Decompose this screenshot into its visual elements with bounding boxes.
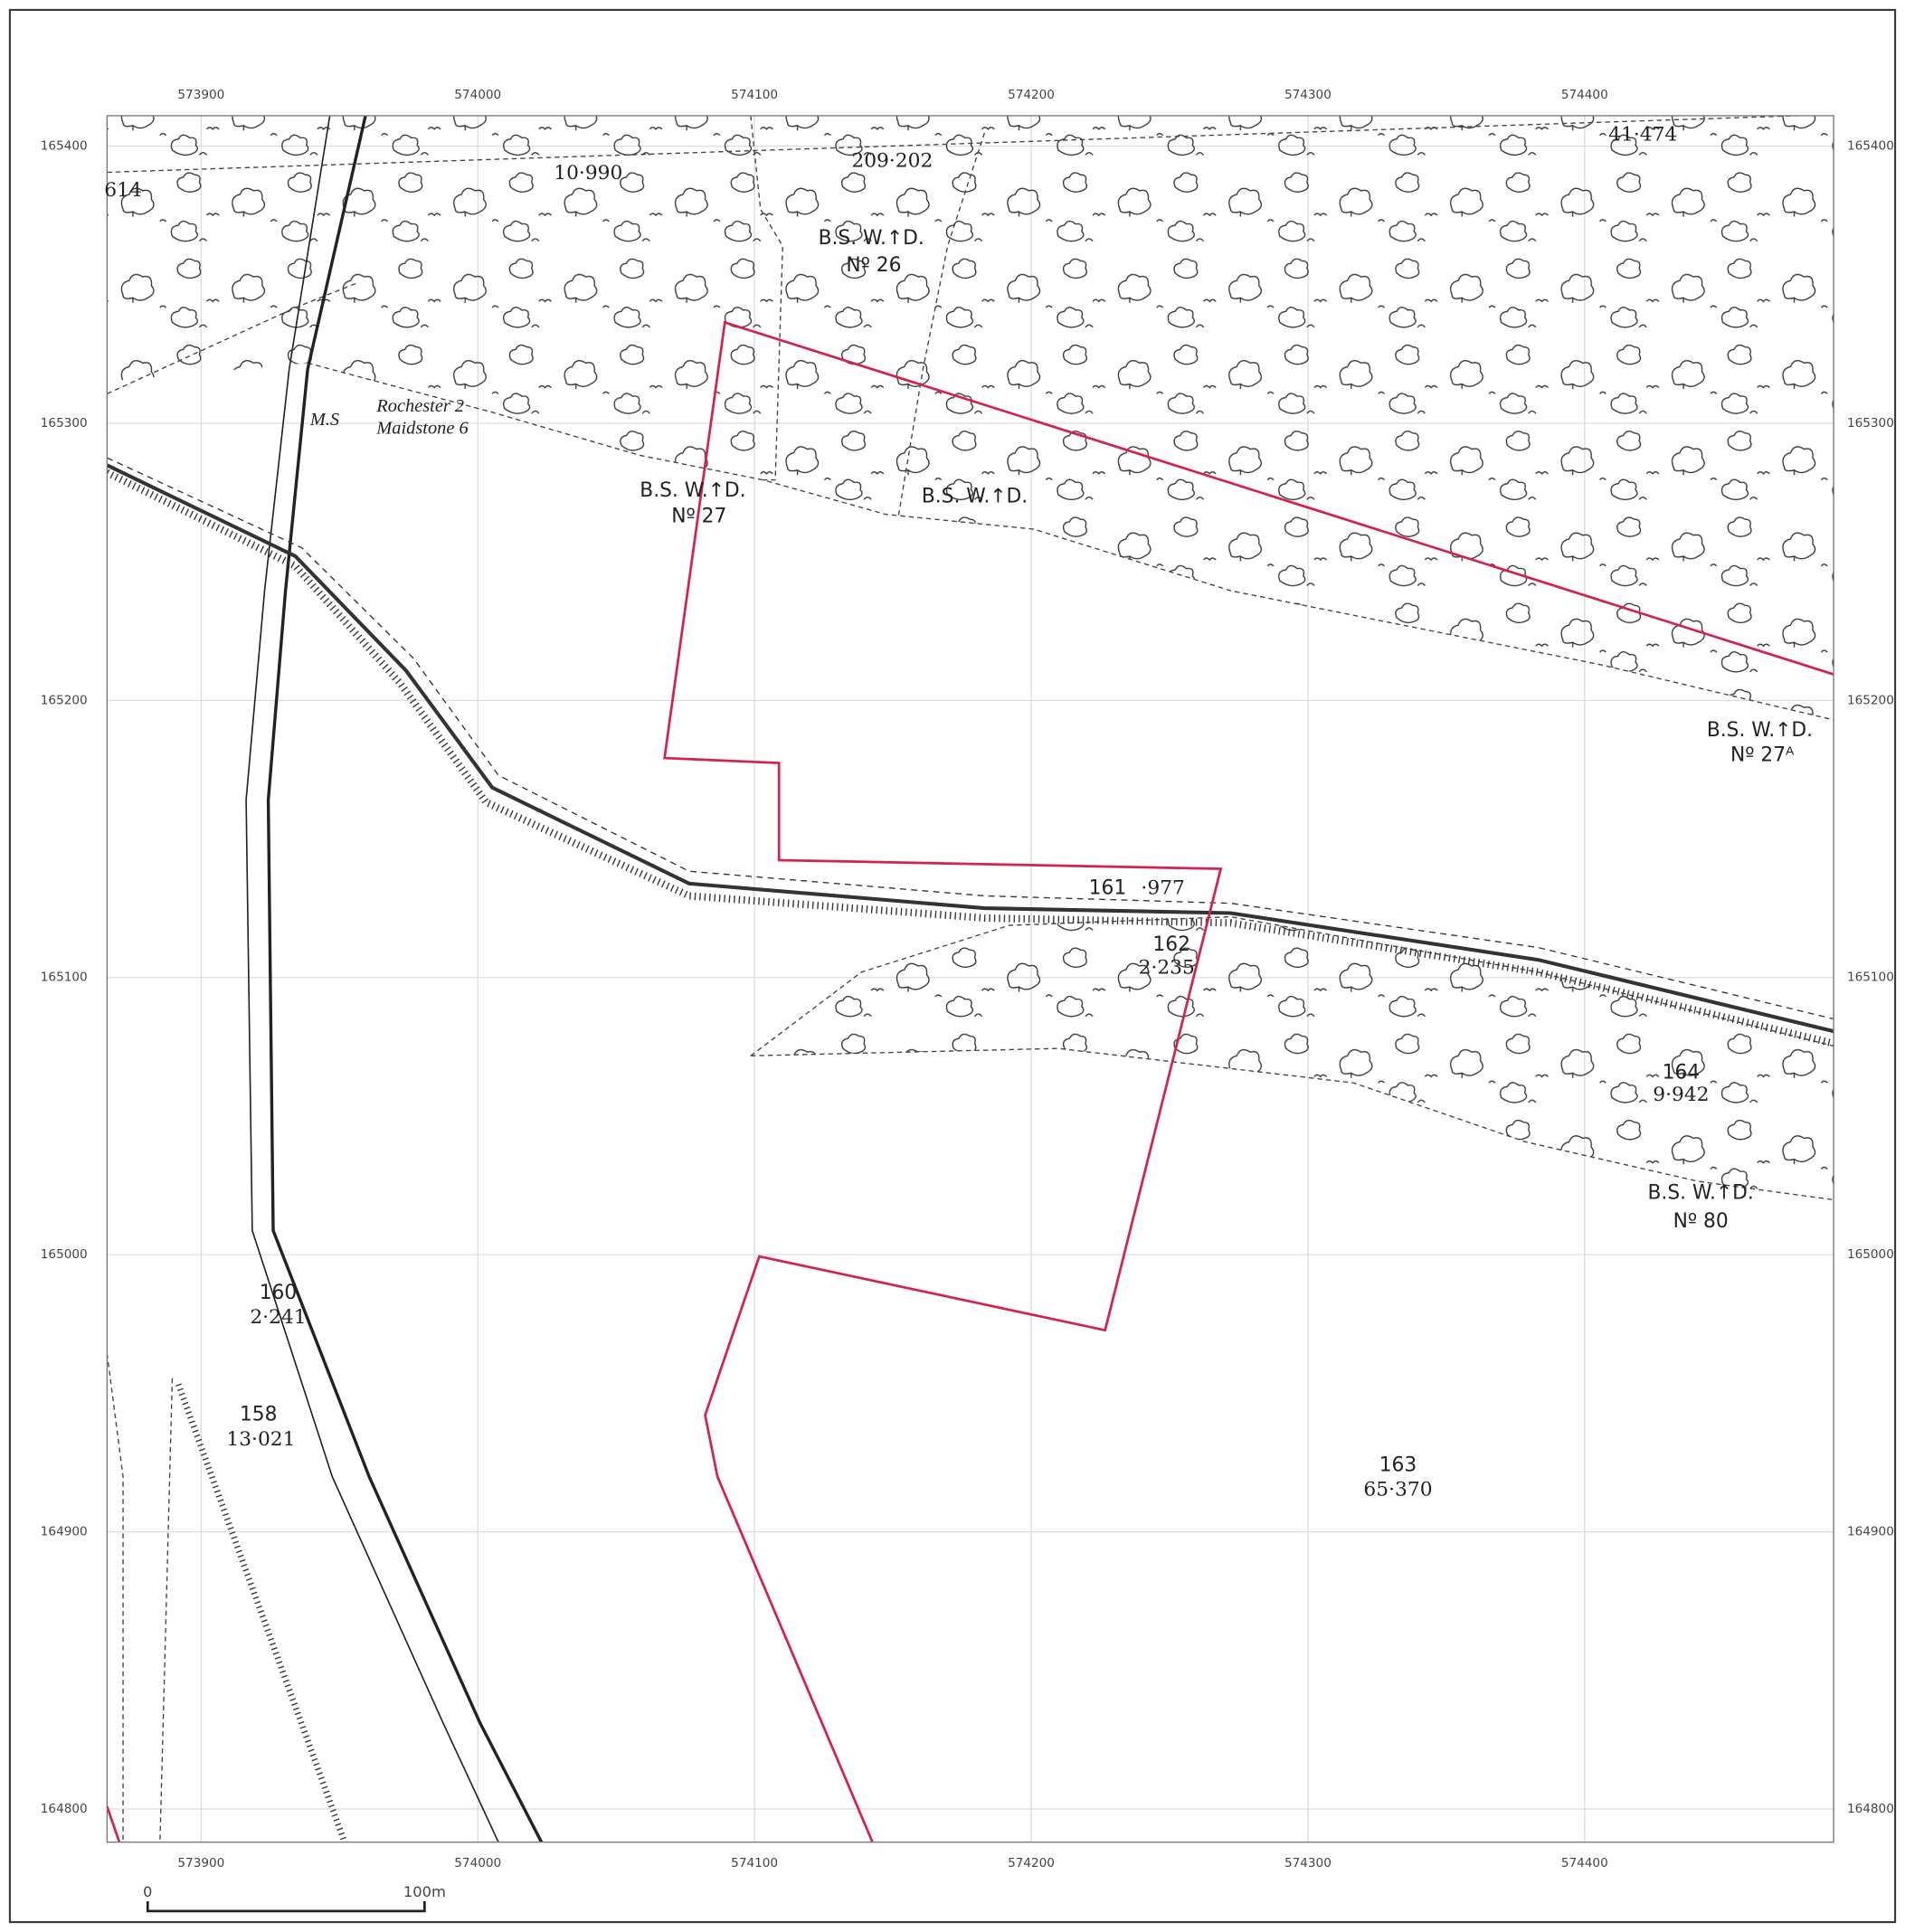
- label: Nº 26: [846, 254, 901, 277]
- easting-label: 573900: [177, 1856, 224, 1870]
- railway: [107, 457, 1834, 1842]
- label: 209·202: [851, 149, 933, 172]
- northing-label: 164800: [41, 1802, 88, 1816]
- scale-bar: 0 100m: [143, 1883, 446, 1913]
- label: B.S. W.↑D.: [640, 479, 745, 502]
- label: Rochester 2: [375, 396, 464, 416]
- northing-label: 164900: [1847, 1525, 1894, 1539]
- easting-label: 574100: [731, 88, 778, 102]
- easting-label: 574300: [1284, 1856, 1332, 1870]
- label: 41·474: [1608, 124, 1677, 147]
- label: 163: [1379, 1454, 1417, 1476]
- woodland: [107, 115, 1834, 720]
- label: M.S: [309, 410, 339, 430]
- labels: 614 10·990 209·202 41·474 B.S. W.↑D. Nº …: [104, 124, 1813, 1501]
- easting-label: 574000: [454, 88, 501, 102]
- label: 10·990: [554, 162, 622, 185]
- easting-label: 574000: [454, 1856, 501, 1870]
- label: Maidstone 6: [375, 419, 469, 439]
- label: 164: [1663, 1061, 1701, 1084]
- label: Nº 80: [1673, 1210, 1729, 1233]
- outer-border: [8, 8, 1897, 1924]
- label: 162: [1152, 933, 1190, 956]
- label: B.S. W.↑D.: [1707, 719, 1813, 742]
- easting-label: 573900: [177, 88, 224, 102]
- northing-label: 164900: [41, 1525, 88, 1539]
- label: 9·942: [1653, 1084, 1709, 1106]
- label: 614: [104, 179, 142, 202]
- northing-label: 164800: [1847, 1802, 1894, 1816]
- northing-label: 165400: [1847, 139, 1894, 154]
- northing-label: 165000: [1847, 1247, 1894, 1262]
- northing-label: 165000: [41, 1247, 88, 1262]
- easting-label: 574200: [1008, 88, 1055, 102]
- easting-label: 574300: [1284, 88, 1332, 102]
- woodland: [750, 916, 1834, 1200]
- label: 160: [260, 1282, 298, 1304]
- label: 2·235: [1139, 957, 1195, 980]
- scale-label: 100m: [403, 1883, 446, 1900]
- label: 161: [1089, 876, 1127, 899]
- label: B.S. W.↑D.: [922, 486, 1028, 508]
- label: 65·370: [1363, 1479, 1432, 1501]
- site-boundary: [107, 320, 1834, 1842]
- label: 13·021: [226, 1428, 295, 1451]
- label: 158: [240, 1404, 278, 1426]
- road: [245, 115, 544, 1842]
- map-frame: [106, 115, 1834, 1843]
- label: Nº 27: [671, 505, 726, 527]
- easting-label: 574400: [1561, 88, 1608, 102]
- label: Nº 27ᴬ: [1730, 743, 1795, 766]
- scale-label: 0: [143, 1883, 152, 1900]
- scale-line: [146, 1900, 426, 1913]
- label: B.S. W.↑D.: [819, 227, 924, 250]
- label: 2·241: [250, 1306, 306, 1329]
- northing-label: 165400: [41, 139, 88, 154]
- northing-label: 165300: [1847, 416, 1894, 431]
- northing-label: 165200: [41, 693, 88, 707]
- northing-label: 165300: [41, 416, 88, 431]
- northing-label: 165100: [41, 971, 88, 985]
- label: B.S. W.↑D.: [1648, 1182, 1754, 1205]
- easting-label: 574100: [731, 1856, 778, 1870]
- northing-label: 165200: [1847, 693, 1894, 707]
- northing-label: 165100: [1847, 971, 1894, 985]
- boundaries: [107, 115, 1834, 1842]
- easting-label: 574200: [1008, 1856, 1055, 1870]
- map-features: [107, 115, 1834, 1842]
- label: ·977: [1141, 876, 1184, 899]
- easting-label: 574400: [1561, 1856, 1608, 1870]
